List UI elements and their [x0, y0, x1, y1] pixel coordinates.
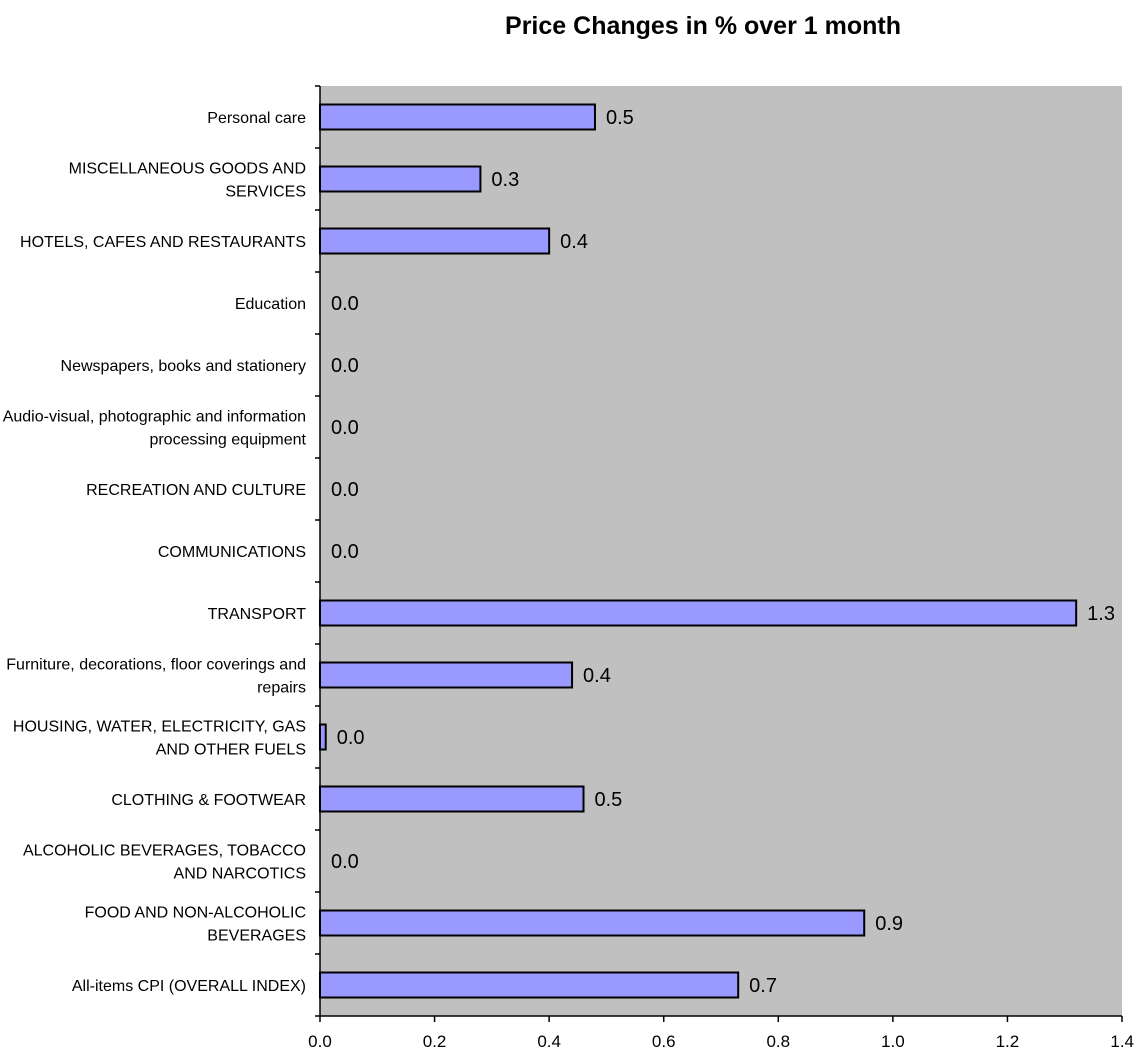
- x-tick-label-4: 0.8: [766, 1032, 790, 1051]
- data-label-13: 0.9: [875, 913, 903, 935]
- category-label-2: HOTELS, CAFES AND RESTAURANTS: [20, 234, 306, 251]
- data-label-14: 0.7: [749, 975, 777, 997]
- category-label-1: MISCELLANEOUS GOODS AND SERVICES: [69, 161, 306, 201]
- data-label-5: 0.0: [331, 417, 359, 439]
- data-label-8: 1.3: [1087, 603, 1115, 625]
- bar-1: [319, 165, 482, 193]
- bar-11: [319, 785, 585, 813]
- bar-0: [319, 103, 596, 131]
- data-label-7: 0.0: [331, 541, 359, 563]
- bar-2: [319, 227, 551, 255]
- x-tick-label-6: 1.2: [996, 1032, 1020, 1051]
- category-label-10: HOUSING, WATER, ELECTRICITY, GAS AND OTHE…: [13, 719, 306, 759]
- data-label-9: 0.4: [583, 665, 611, 687]
- x-tick-label-7: 1.4: [1110, 1032, 1134, 1051]
- category-label-11: CLOTHING & FOOTWEAR: [111, 792, 306, 809]
- category-label-7: COMMUNICATIONS: [158, 544, 306, 561]
- chart-title: Price Changes in % over 1 month: [505, 12, 901, 40]
- category-label-8: TRANSPORT: [208, 606, 307, 623]
- x-tick-label-3: 0.6: [652, 1032, 676, 1051]
- category-label-14: All-items CPI (OVERALL INDEX): [72, 978, 306, 995]
- data-label-10: 0.0: [337, 727, 365, 749]
- category-label-13: FOOD AND NON-ALCOHOLIC BEVERAGES: [85, 905, 306, 945]
- axes-layer: [315, 85, 1123, 1022]
- data-label-4: 0.0: [331, 355, 359, 377]
- x-tick-label-5: 1.0: [881, 1032, 905, 1051]
- bars-layer: [319, 103, 1078, 999]
- category-label-3: Education: [235, 296, 306, 313]
- data-label-6: 0.0: [331, 479, 359, 501]
- category-label-5: Audio-visual, photographic and informati…: [3, 409, 307, 449]
- bar-10: [319, 723, 327, 751]
- plot-area: [320, 86, 1122, 1016]
- category-label-6: RECREATION AND CULTURE: [86, 482, 306, 499]
- data-label-3: 0.0: [331, 293, 359, 315]
- labels-layer: 0.5 Personal care 0.3 MISCELLANEOUS GOODS A…: [3, 107, 1134, 1051]
- category-label-4: Newspapers, books and stationery: [61, 358, 306, 375]
- category-label-0: Personal care: [207, 110, 306, 127]
- data-label-0: 0.5: [606, 107, 634, 129]
- bar-13: [319, 909, 866, 937]
- bar-8: [319, 599, 1078, 627]
- category-label-12: ALCOHOLIC BEVERAGES, TOBACCO AND NARCOTIC…: [23, 843, 306, 883]
- data-label-1: 0.3: [491, 169, 519, 191]
- bar-9: [319, 661, 574, 689]
- bar-14: [319, 971, 740, 999]
- data-label-11: 0.5: [595, 789, 623, 811]
- data-label-12: 0.0: [331, 851, 359, 873]
- x-tick-label-2: 0.4: [537, 1032, 561, 1051]
- x-tick-label-0: 0.0: [308, 1032, 332, 1051]
- category-label-9: Furniture, decorations, floor coverings …: [6, 657, 306, 697]
- x-tick-label-1: 0.2: [423, 1032, 447, 1051]
- data-label-2: 0.4: [560, 231, 588, 253]
